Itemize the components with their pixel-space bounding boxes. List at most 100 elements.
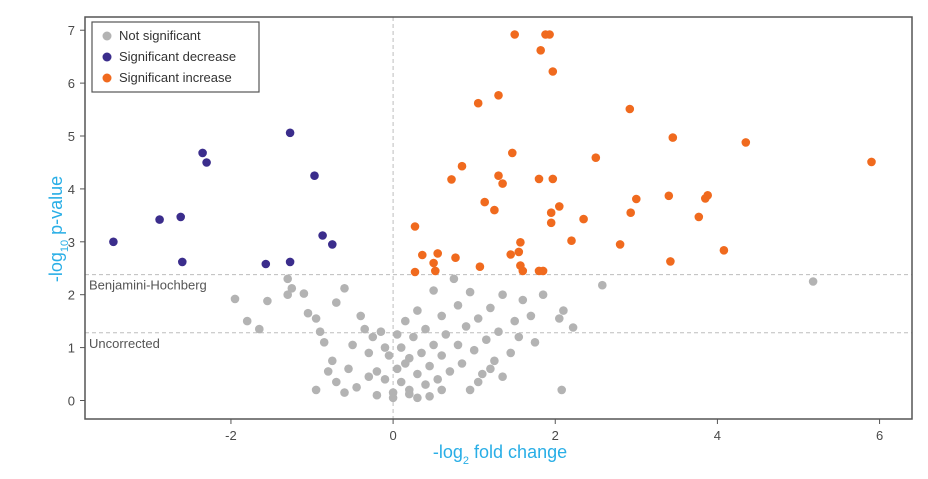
point-significant-increase [494,91,503,100]
uncorrected-threshold-label: Uncorrected [89,336,160,351]
reference-lines: Benjamini-Hochberg Uncorrected [85,17,912,419]
point-not-significant [328,356,337,366]
y-axis-title-subscript: 10 [59,240,71,252]
x-tick-label: 6 [876,428,883,443]
point-not-significant [559,306,568,315]
point-not-significant [380,343,390,352]
point-not-significant [364,372,374,382]
point-not-significant [425,392,434,401]
point-not-significant [429,340,438,350]
point-significant-increase [498,179,507,188]
point-not-significant [299,289,309,298]
point-not-significant [486,303,495,313]
point-not-significant [557,385,566,395]
point-not-significant [263,296,272,306]
point-not-significant [332,298,341,307]
point-not-significant [482,335,491,345]
legend-label-significant-increase: Significant increase [119,70,232,85]
point-not-significant [429,286,438,295]
point-not-significant [494,327,503,337]
point-not-significant [332,377,341,387]
point-not-significant [498,372,507,382]
point-not-significant [311,385,321,395]
point-not-significant [340,284,349,293]
x-tick-label: -2 [225,428,237,443]
point-not-significant [360,324,370,334]
point-significant-increase [548,174,558,184]
point-significant-increase [545,30,554,39]
point-significant-increase [516,238,525,247]
point-significant-increase [410,267,420,277]
point-not-significant [323,367,333,376]
point-significant-increase [867,157,876,167]
point-significant-increase [666,257,675,266]
point-not-significant [453,340,463,350]
point-not-significant [486,364,495,374]
point-not-significant [417,348,426,358]
point-not-significant [506,348,515,358]
point-significant-increase [475,262,485,272]
point-significant-increase [516,261,525,270]
point-not-significant [311,314,321,323]
point-not-significant [315,327,325,337]
point-significant-decrease [155,215,164,224]
point-not-significant [372,367,382,376]
point-not-significant [473,314,483,323]
point-significant-increase [664,191,674,201]
point-significant-increase [546,218,556,228]
point-not-significant [405,389,414,399]
point-not-significant [283,290,293,300]
point-significant-decrease [310,171,319,180]
benjamini-hochberg-threshold-label: Benjamini-Hochberg [89,278,207,293]
y-tick-label: 6 [68,76,75,91]
point-significant-increase [546,208,556,217]
point-not-significant [421,324,430,334]
point-significant-increase [494,171,503,180]
point-not-significant [437,311,447,321]
point-significant-increase [457,161,467,171]
point-significant-increase [625,104,635,114]
point-not-significant [518,295,528,305]
y-axis-title: -log10 p-value [46,176,71,282]
point-not-significant [437,385,447,395]
y-tick-label: 1 [68,341,75,356]
point-not-significant [498,290,507,300]
point-not-significant [319,338,329,347]
point-not-significant [461,322,471,331]
point-significant-increase [538,266,548,276]
point-not-significant [303,308,313,318]
point-not-significant [384,351,394,360]
point-not-significant [396,343,406,352]
point-not-significant [283,274,293,284]
legend-marker-significant-decrease [102,52,112,62]
y-tick-label: 3 [68,235,75,250]
point-significant-increase [433,249,443,258]
point-not-significant [421,380,430,389]
legend-marker-significant-increase [102,73,112,83]
point-significant-decrease [261,259,271,269]
point-significant-decrease [109,237,118,247]
legend-marker-not-significant [102,31,112,41]
y-tick-label: 7 [68,23,75,38]
point-not-significant [392,330,402,339]
point-not-significant [530,338,540,347]
x-axis-title: -log2 fold change [433,442,567,467]
point-not-significant [340,388,349,397]
point-significant-decrease [176,212,185,222]
point-not-significant [376,327,386,337]
point-not-significant [453,301,463,310]
point-significant-increase [548,67,558,76]
point-not-significant [401,359,410,368]
point-significant-increase [632,194,641,204]
point-significant-increase [510,30,519,39]
point-not-significant [413,393,422,403]
x-axis-title-suffix: fold change [469,442,567,462]
point-not-significant [396,377,406,387]
point-not-significant [808,277,818,286]
legend: Not significant Significant decrease Sig… [91,21,260,93]
data-points [109,30,876,403]
point-not-significant [555,314,564,323]
point-not-significant [469,345,479,355]
point-significant-increase [473,98,483,108]
